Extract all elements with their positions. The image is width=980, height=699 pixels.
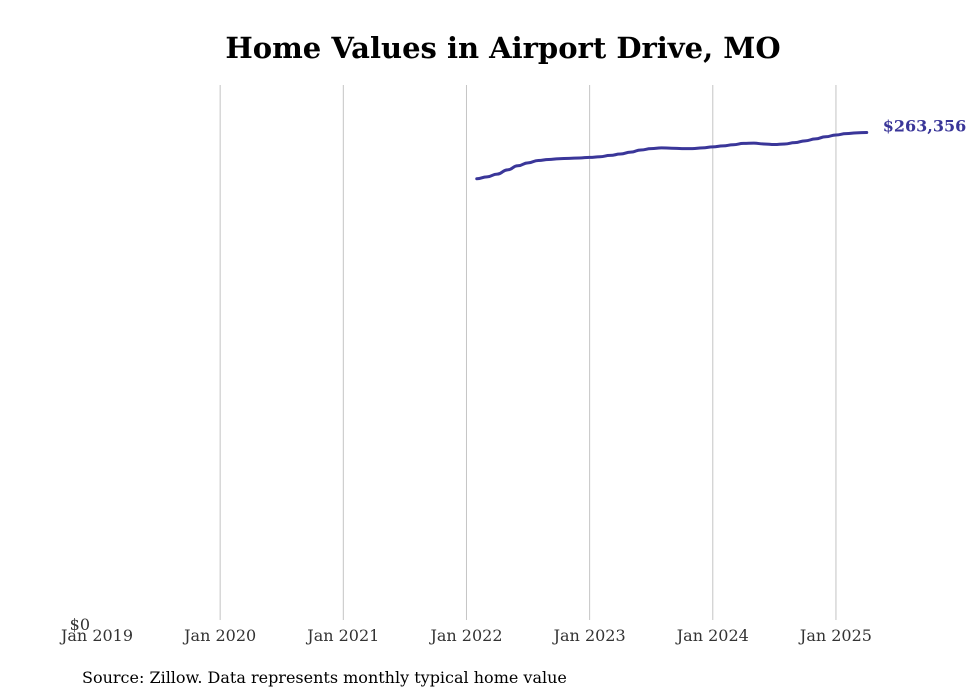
data-point: [609, 154, 612, 157]
data-point: [783, 142, 786, 145]
data-point: [742, 142, 745, 145]
data-point: [598, 155, 601, 158]
labels-layer: Jan 2019 Jan 2020 Jan 2021 Jan 2022 Jan 2023…: [59, 116, 966, 645]
x-tick-label: Jan 2023: [552, 626, 626, 645]
data-point: [578, 156, 581, 159]
data-point: [670, 147, 673, 150]
data-point: [691, 147, 694, 150]
data-point: [834, 134, 837, 137]
series-layer: [475, 130, 869, 181]
data-point: [516, 164, 519, 167]
data-point: [865, 131, 868, 134]
data-point: [619, 153, 622, 156]
data-point: [763, 142, 766, 145]
data-point: [568, 157, 571, 160]
chart-source-note: Source: Zillow. Data represents monthly …: [82, 668, 567, 687]
data-point: [681, 147, 684, 150]
chart-title: Home Values in Airport Drive, MO: [225, 31, 781, 65]
data-point: [855, 131, 858, 134]
series-line: [475, 130, 869, 181]
data-point: [793, 141, 796, 144]
x-tick-label: Jan 2024: [675, 626, 749, 645]
y-tick-label: $0: [70, 615, 90, 634]
data-point: [547, 158, 550, 161]
data-point: [711, 145, 714, 148]
x-tick-label: Jan 2022: [428, 626, 502, 645]
data-point: [588, 156, 591, 159]
data-point: [773, 143, 776, 146]
data-point: [639, 148, 642, 151]
data-point: [629, 151, 632, 154]
data-point: [701, 146, 704, 149]
x-tick-label: Jan 2019: [59, 626, 133, 645]
data-point: [475, 177, 478, 180]
data-point: [506, 168, 509, 171]
data-point: [537, 159, 540, 162]
data-point: [496, 173, 499, 176]
data-point: [557, 157, 560, 160]
data-point: [804, 139, 807, 142]
data-point: [824, 135, 827, 138]
data-point: [845, 132, 848, 135]
data-point: [814, 137, 817, 140]
x-tick-label: Jan 2021: [305, 626, 379, 645]
x-tick-label: Jan 2025: [798, 626, 872, 645]
data-point: [486, 175, 489, 178]
end-value-label: $263,356: [883, 116, 967, 135]
gridlines: [219, 85, 837, 620]
data-point: [527, 161, 530, 164]
x-tick-label: Jan 2020: [182, 626, 256, 645]
data-point: [650, 147, 653, 150]
data-point: [722, 144, 725, 147]
data-point: [752, 142, 755, 145]
data-point: [732, 143, 735, 146]
data-point: [660, 146, 663, 149]
